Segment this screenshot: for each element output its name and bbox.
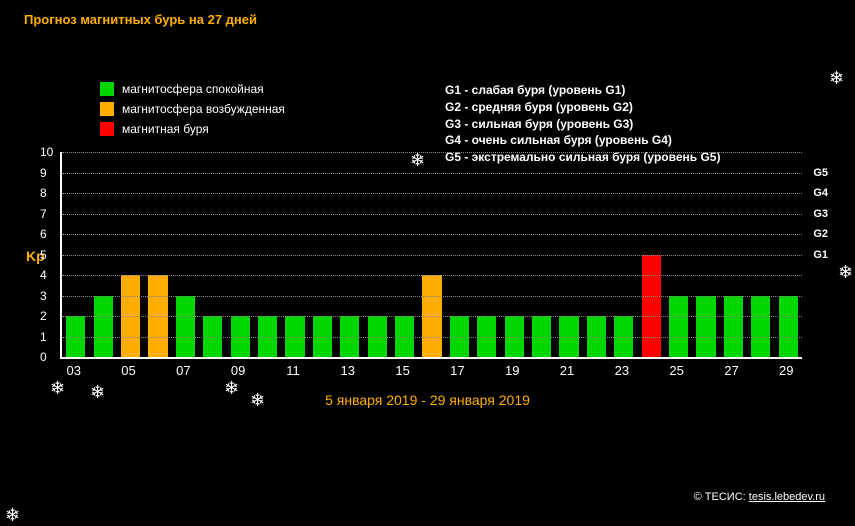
legend-label: магнитосфера спокойная	[122, 82, 264, 96]
y-tick-label: 3	[40, 289, 47, 303]
x-tick-label: 23	[615, 363, 629, 378]
g-axis-label: G1	[813, 249, 828, 261]
date-range: 5 января 2019 - 29 января 2019	[0, 392, 855, 408]
x-axis-labels: 03 05 07 09 11 13 15 17 19 21 23 25 27 29	[60, 363, 800, 383]
legend-swatch	[100, 122, 114, 136]
gridline	[62, 296, 802, 297]
legend-swatch	[100, 82, 114, 96]
x-tick-label: 09	[231, 363, 245, 378]
x-tick-label: 19	[505, 363, 519, 378]
y-tick-label: 10	[40, 145, 53, 159]
snowflake-icon: ❄	[829, 68, 844, 89]
gridline	[62, 173, 802, 174]
legend-item: магнитосфера возбужденная	[100, 102, 285, 116]
x-tick-label: 07	[176, 363, 190, 378]
y-tick-label: 8	[40, 186, 47, 200]
x-tick-label: 15	[395, 363, 409, 378]
x-tick-label: 25	[669, 363, 683, 378]
snowflake-icon: ❄	[838, 262, 853, 283]
x-tick-label: 13	[341, 363, 355, 378]
legend-swatch	[100, 102, 114, 116]
page-title: Прогноз магнитных бурь на 27 дней	[24, 12, 257, 27]
g-level-line: G2 - средняя буря (уровень G2)	[445, 99, 720, 116]
y-tick-label: 9	[40, 166, 47, 180]
g-level-line: G3 - сильная буря (уровень G3)	[445, 116, 720, 133]
g-level-line: G4 - очень сильная буря (уровень G4)	[445, 132, 720, 149]
legend: магнитосфера спокойная магнитосфера возбу…	[100, 82, 285, 142]
bar	[779, 296, 798, 358]
g-axis-label: G2	[813, 228, 828, 240]
g-axis-label: G3	[813, 208, 828, 220]
gridline	[62, 193, 802, 194]
y-tick-label: 4	[40, 268, 47, 282]
bar	[176, 296, 195, 358]
credit: © ТЕСИС: tesis.lebedev.ru	[694, 491, 825, 503]
x-tick-label: 21	[560, 363, 574, 378]
y-tick-label: 0	[40, 350, 47, 364]
legend-item: магнитная буря	[100, 122, 285, 136]
gridline	[62, 234, 802, 235]
legend-label: магнитосфера возбужденная	[122, 102, 285, 116]
x-tick-label: 17	[450, 363, 464, 378]
bar	[669, 296, 688, 358]
gridline	[62, 152, 802, 153]
gridline	[62, 275, 802, 276]
y-tick-label: 1	[40, 330, 47, 344]
x-tick-label: 11	[286, 363, 300, 378]
legend-label: магнитная буря	[122, 122, 209, 136]
g-axis-label: G5	[813, 167, 828, 179]
credit-prefix: © ТЕСИС:	[694, 491, 749, 503]
gridline	[62, 214, 802, 215]
x-tick-label: 27	[724, 363, 738, 378]
bar	[696, 296, 715, 358]
gridline	[62, 337, 802, 338]
x-tick-label: 29	[779, 363, 793, 378]
bar	[642, 255, 661, 358]
x-tick-label: 03	[66, 363, 80, 378]
bar	[724, 296, 743, 358]
legend-item: магнитосфера спокойная	[100, 82, 285, 96]
x-tick-label: 05	[121, 363, 135, 378]
gridline	[62, 255, 802, 256]
credit-link[interactable]: tesis.lebedev.ru	[749, 491, 825, 503]
y-tick-label: 6	[40, 227, 47, 241]
chart-area: 012345678910G1G2G3G4G5	[60, 152, 802, 359]
g-level-line: G1 - слабая буря (уровень G1)	[445, 82, 720, 99]
bar	[94, 296, 113, 358]
y-tick-label: 5	[40, 248, 47, 262]
y-tick-label: 7	[40, 207, 47, 221]
g-axis-label: G4	[813, 187, 828, 199]
gridline	[62, 316, 802, 317]
y-tick-label: 2	[40, 309, 47, 323]
bar	[751, 296, 770, 358]
